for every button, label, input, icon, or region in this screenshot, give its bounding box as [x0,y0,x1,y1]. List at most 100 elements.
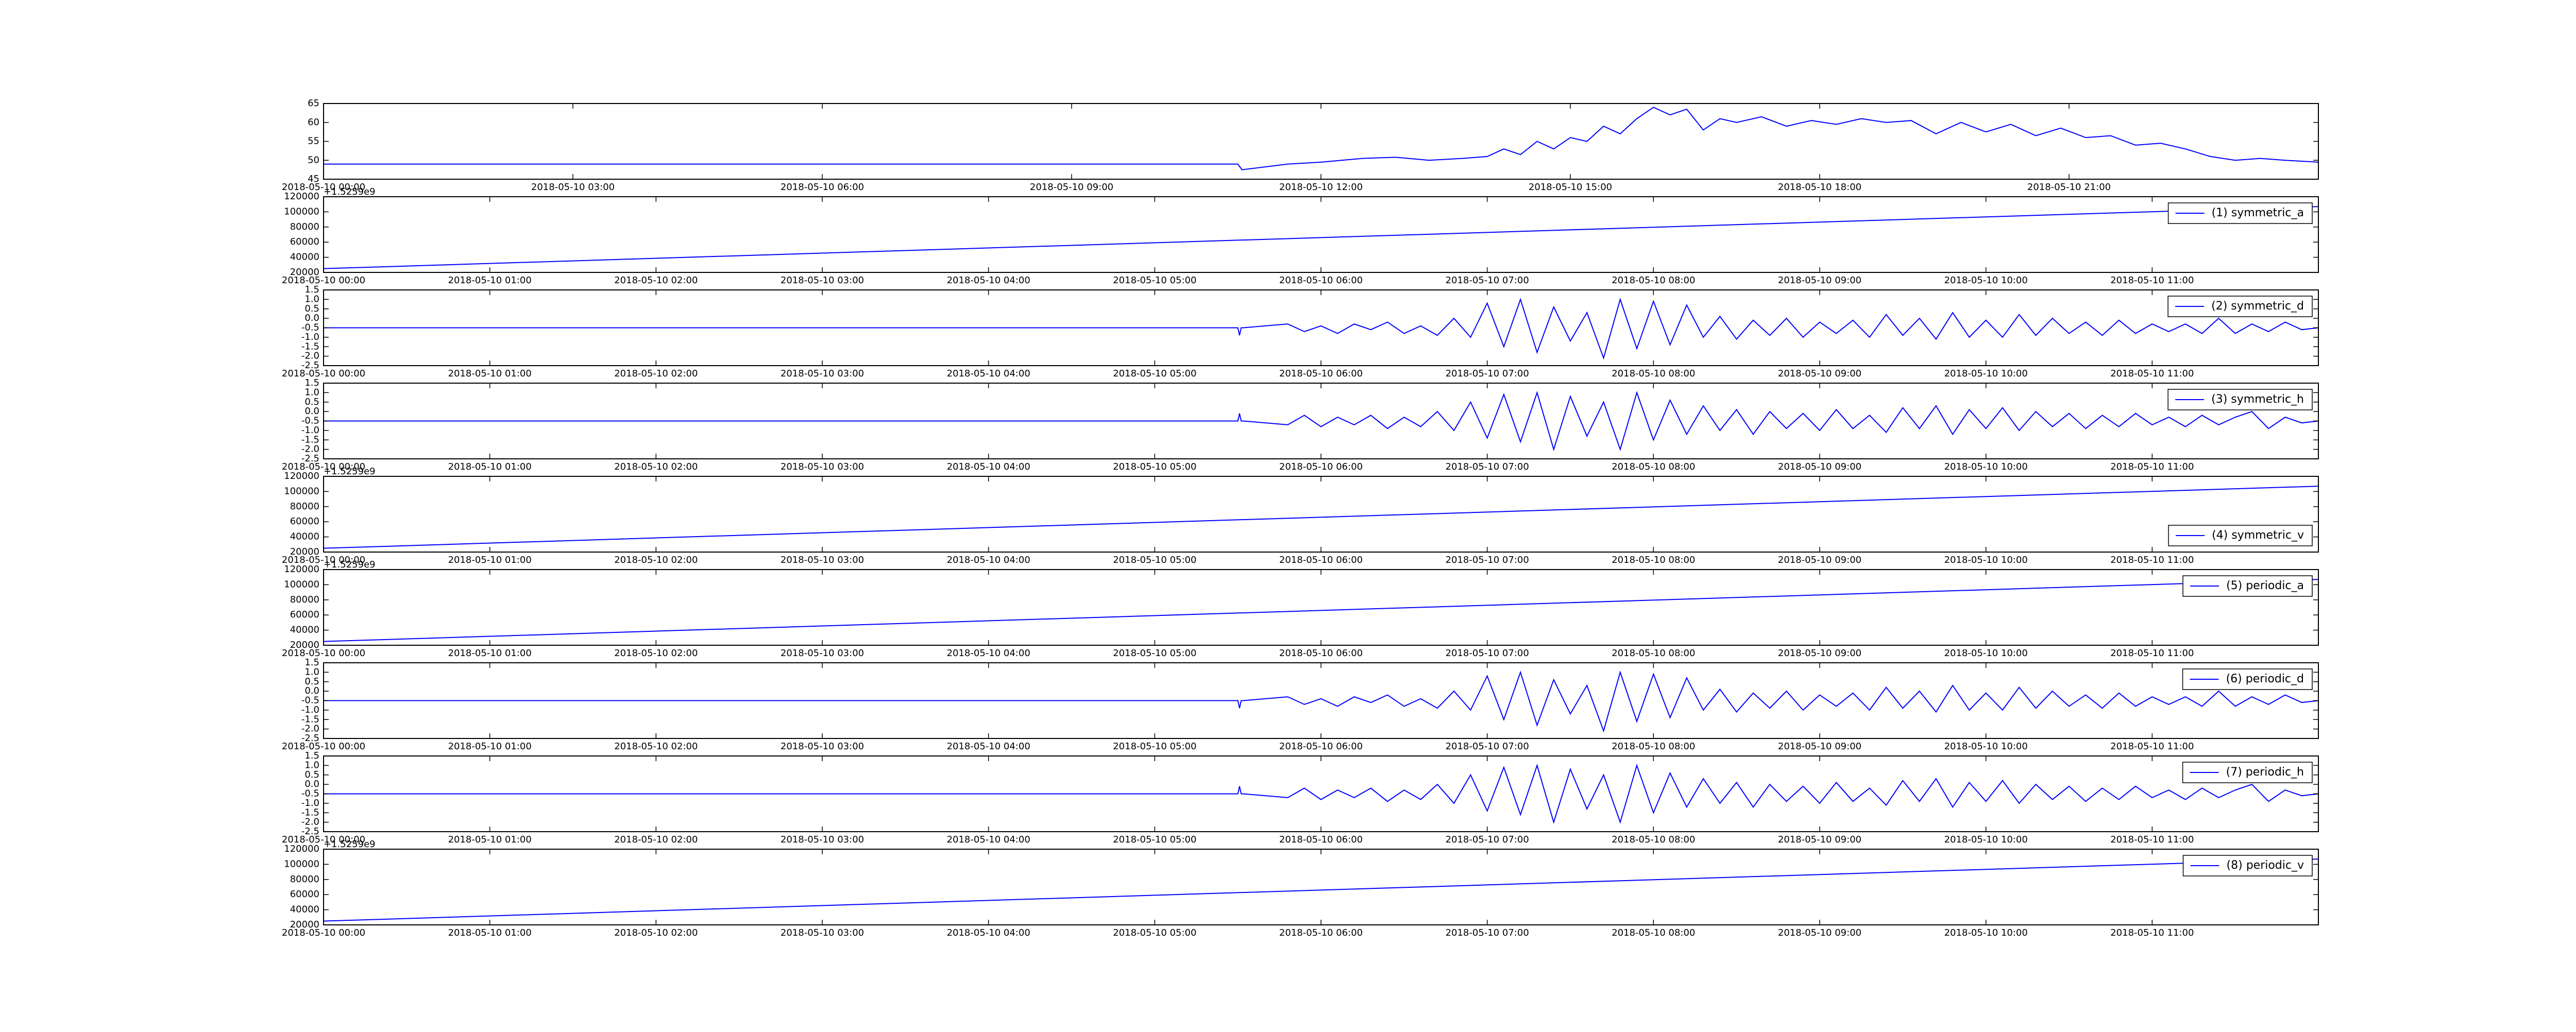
y-tick-label: 45 [308,174,319,184]
x-tick-label: 2018-05-10 03:00 [781,275,864,286]
y-tick-label: 55 [308,136,319,147]
x-tick-label: 2018-05-10 05:00 [1113,461,1196,472]
plot-frame [323,383,2319,459]
y-tick-label: 80000 [290,501,319,512]
x-tick-label: 2018-05-10 02:00 [614,648,698,659]
x-tick-label: 2018-05-10 08:00 [1612,275,1695,286]
data-line [324,764,2318,824]
x-tick-label: 2018-05-10 03:00 [781,461,864,472]
y-tick-label: -1.5 [301,341,319,352]
x-tick-label: 2018-05-10 00:00 [282,648,365,659]
y-tick-label: -0.5 [301,695,319,706]
x-tick-label: 2018-05-10 08:00 [1612,648,1695,659]
x-tick-label: 2018-05-10 01:00 [448,461,532,472]
x-tick-label: 2018-05-10 07:00 [1446,927,1529,938]
x-tick-label: 2018-05-10 07:00 [1446,741,1529,752]
y-tick-label: 120000 [284,564,319,575]
y-tick-label: 0.0 [304,685,319,696]
y-tick-label: 100000 [284,206,319,217]
subplot: -2.5-2.0-1.5-1.0-0.50.00.51.01.5 2018-05-… [282,657,2319,752]
data-line [324,486,2318,549]
x-tick-label: 2018-05-10 11:00 [2110,555,2194,565]
y-tick-label: 0.0 [304,406,319,417]
y-tick-label: 1.5 [304,284,319,295]
data-line [324,670,2318,733]
subplot: 20000 40000 60000 80000 100000 120000 2018-05-… [282,466,2319,565]
legend-label: (2) symmetric_d [2211,300,2304,313]
x-tick-label: 2018-05-10 03:00 [781,555,864,565]
x-tick-label: 2018-05-10 00:00 [282,368,365,379]
x-tick-label: 2018-05-10 08:00 [1612,834,1695,845]
data-line [324,579,2318,642]
y-tick-label: -1.5 [301,714,319,725]
y-tick-label: 100000 [284,858,319,869]
x-tick-label: 2018-05-10 00:00 [282,927,365,938]
y-tick-label: 20000 [290,919,319,930]
x-tick-label: 2018-05-10 06:00 [1279,741,1363,752]
x-tick-label: 2018-05-10 06:00 [1279,927,1363,938]
data-line [324,206,2318,269]
x-tick-label: 2018-05-10 01:00 [448,368,532,379]
y-tick-label: -2.5 [301,453,319,464]
x-tick-label: 2018-05-10 02:00 [614,461,698,472]
x-tick-label: 2018-05-10 08:00 [1612,927,1695,938]
y-tick-label: 60000 [290,516,319,527]
plot-frame [323,196,2319,273]
x-tick-label: 2018-05-10 00:00 [282,834,365,845]
x-tick-label: 2018-05-10 10:00 [1944,461,2028,472]
y-tick-label: 50 [308,154,319,165]
y-tick-label: -0.5 [301,788,319,799]
x-tick-label: 2018-05-10 05:00 [1113,834,1196,845]
y-tick-label: 1.5 [304,377,319,388]
x-tick-label: 2018-05-10 02:00 [614,368,698,379]
x-tick-label: 2018-05-10 21:00 [2027,182,2111,193]
x-tick-label: 2018-05-10 04:00 [947,275,1030,286]
legend: (5) periodic_a [2182,575,2313,597]
x-tick-label: 2018-05-10 10:00 [1944,834,2028,845]
y-tick-label: -1.0 [301,332,319,342]
y-tick-label: 80000 [290,874,319,885]
y-tick-label: 20000 [290,546,319,557]
x-tick-label: 2018-05-10 00:00 [282,555,365,565]
x-tick-label: 2018-05-10 03:00 [781,834,864,845]
y-tick-label: 0.5 [304,769,319,780]
legend: (1) symmetric_a [2167,202,2313,224]
x-tick-label: 2018-05-10 11:00 [2110,461,2194,472]
x-tick-label: 2018-05-10 10:00 [1944,648,2028,659]
y-tick-label: -0.5 [301,416,319,426]
subplot: 45 50 55 60 65 2018-05-10 00:00 2018-05-10 03:… [282,98,2319,193]
legend-label: (8) periodic_v [2227,859,2304,872]
legend-label: (7) periodic_h [2226,766,2304,779]
x-tick-label: 2018-05-10 00:00 [282,461,365,472]
x-tick-label: 2018-05-10 09:00 [1778,275,1861,286]
plot-background [324,849,2318,925]
y-tick-label: 0.0 [304,313,319,323]
y-offset-label: +1.5259e9 [324,466,376,477]
plot-frame [323,103,2319,180]
plot-frame [323,476,2319,553]
x-tick-label: 2018-05-10 11:00 [2110,275,2194,286]
x-tick-label: 2018-05-10 09:00 [1778,461,1861,472]
x-tick-label: 2018-05-10 11:00 [2110,834,2194,845]
plot-frame [323,755,2319,832]
legend-label: (1) symmetric_a [2212,207,2304,219]
x-tick-label: 2018-05-10 09:00 [1778,368,1861,379]
y-tick-label: 1.5 [304,657,319,668]
y-tick-label: 0.0 [304,779,319,789]
x-tick-label: 2018-05-10 09:00 [1030,182,1113,193]
y-tick-label: 40000 [290,531,319,542]
x-tick-label: 2018-05-10 11:00 [2110,648,2194,659]
x-tick-label: 2018-05-10 09:00 [1778,834,1861,845]
x-tick-label: 2018-05-10 04:00 [947,834,1030,845]
x-tick-label: 2018-05-10 09:00 [1778,741,1861,752]
legend: (8) periodic_v [2182,855,2313,876]
y-tick-label: 0.5 [304,397,319,407]
x-tick-label: 2018-05-10 06:00 [1279,648,1363,659]
x-tick-label: 2018-05-10 09:00 [1778,555,1861,565]
subplot: -2.5-2.0-1.5-1.0-0.50.00.51.01.5 2018-05-… [282,284,2319,379]
x-tick-label: 2018-05-10 04:00 [947,555,1030,565]
data-line [324,391,2318,452]
x-tick-label: 2018-05-10 01:00 [448,927,532,938]
y-tick-label: -1.5 [301,434,319,445]
y-tick-label: 120000 [284,844,319,854]
